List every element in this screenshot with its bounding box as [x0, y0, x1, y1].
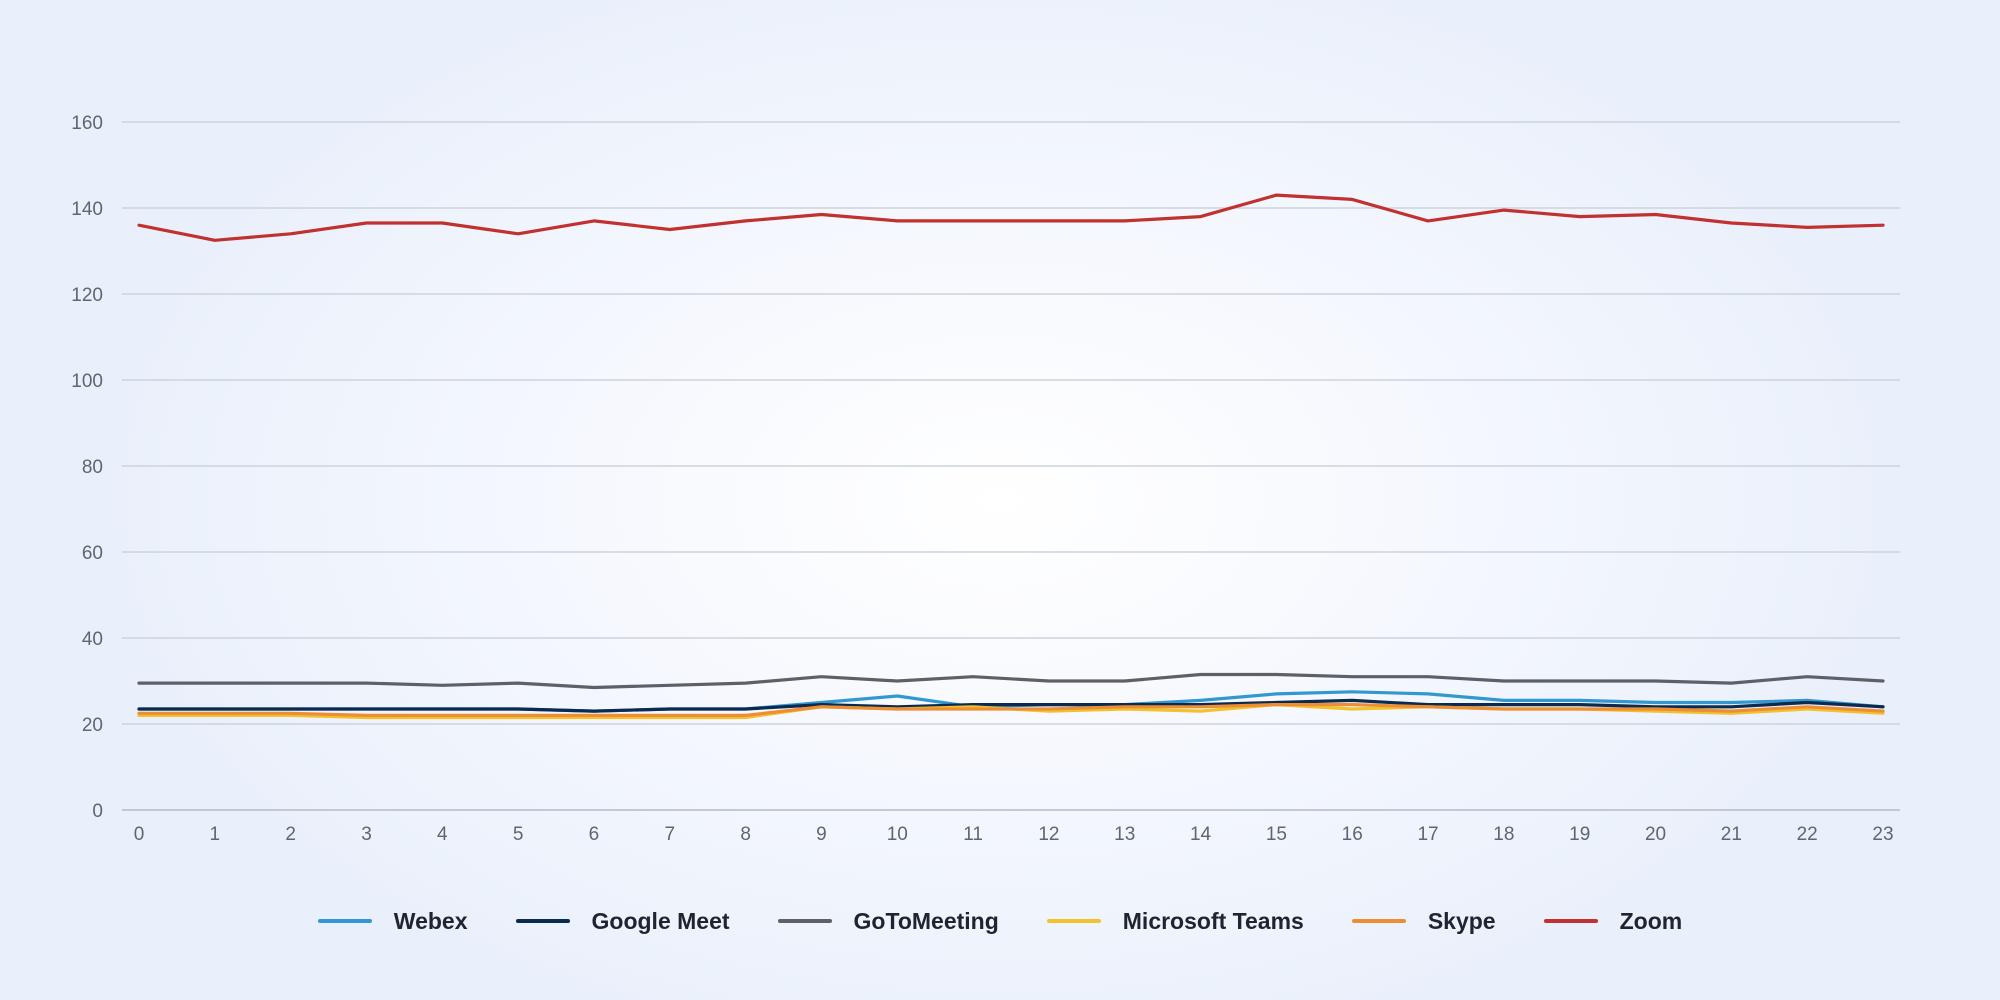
x-tick-label: 7 [664, 824, 675, 845]
legend-item-google-meet[interactable]: Google Meet [515, 907, 730, 935]
legend-item-skype[interactable]: Skype [1351, 907, 1496, 935]
y-tick-label: 120 [71, 285, 103, 306]
legend-swatch [515, 919, 570, 923]
legend-label: GoToMeeting [853, 907, 999, 934]
legend-item-zoom[interactable]: Zoom [1543, 907, 1683, 935]
x-tick-label: 9 [816, 824, 827, 845]
y-tick-label: 160 [71, 113, 103, 134]
legend-swatch [1046, 919, 1101, 923]
series-line-gotomeeting [137, 672, 1885, 690]
x-tick-label: 19 [1569, 824, 1590, 845]
series-line-zoom [137, 193, 1885, 242]
legend-label: Microsoft Teams [1122, 907, 1304, 934]
y-axis-ticks: 0 20 40 60 80 100 120 140 160 [71, 113, 103, 822]
x-tick-label: 4 [437, 824, 448, 845]
legend-swatch [317, 919, 372, 923]
x-tick-label: 23 [1872, 824, 1893, 845]
legend-label: Webex [393, 907, 468, 934]
legend-swatch [777, 919, 832, 923]
series-line-skype [137, 702, 1885, 718]
y-tick-label: 80 [82, 457, 103, 478]
y-tick-label: 60 [82, 543, 103, 564]
y-tick-label: 20 [82, 715, 103, 736]
x-tick-label: 21 [1721, 824, 1742, 845]
x-tick-label: 20 [1645, 824, 1666, 845]
y-tick-label: 40 [82, 629, 103, 650]
x-tick-label: 8 [740, 824, 751, 845]
y-tick-label: 100 [71, 371, 103, 392]
x-tick-label: 1 [210, 824, 221, 845]
x-tick-label: 0 [134, 824, 145, 845]
x-tick-label: 10 [887, 824, 908, 845]
legend-item-microsoft-teams[interactable]: Microsoft Teams [1046, 907, 1304, 935]
x-tick-label: 13 [1114, 824, 1135, 845]
x-tick-label: 17 [1417, 824, 1438, 845]
x-tick-label: 12 [1038, 824, 1059, 845]
legend-label: Google Meet [591, 907, 730, 934]
x-tick-label: 22 [1797, 824, 1818, 845]
x-tick-label: 16 [1342, 824, 1363, 845]
y-tick-label: 140 [71, 199, 103, 220]
legend-label: Skype [1427, 907, 1496, 934]
legend: Webex Google Meet GoToMeeting Microsoft Tea… [0, 900, 2000, 942]
legend-swatch [1351, 919, 1406, 923]
x-tick-label: 6 [589, 824, 600, 845]
x-tick-label: 3 [361, 824, 372, 845]
x-tick-label: 11 [963, 824, 983, 845]
series-line-google-meet [137, 698, 1885, 713]
legend-item-webex[interactable]: Webex [317, 907, 468, 935]
x-axis-ticks: 0 1 2 3 4 5 6 7 8 9 10 11 12 13 14 15 16 17 18 19 20 21 22 23 [134, 824, 1894, 845]
x-tick-label: 5 [513, 824, 524, 845]
legend-label: Zoom [1619, 907, 1683, 934]
series-lines [137, 193, 1885, 720]
legend-swatch [1543, 919, 1598, 923]
x-tick-label: 14 [1190, 824, 1212, 845]
gridlines [122, 121, 1900, 811]
x-tick-label: 2 [285, 824, 296, 845]
y-tick-label: 0 [92, 801, 103, 822]
x-tick-label: 15 [1266, 824, 1287, 845]
x-tick-label: 18 [1493, 824, 1514, 845]
legend-item-gotomeeting[interactable]: GoToMeeting [777, 907, 999, 935]
